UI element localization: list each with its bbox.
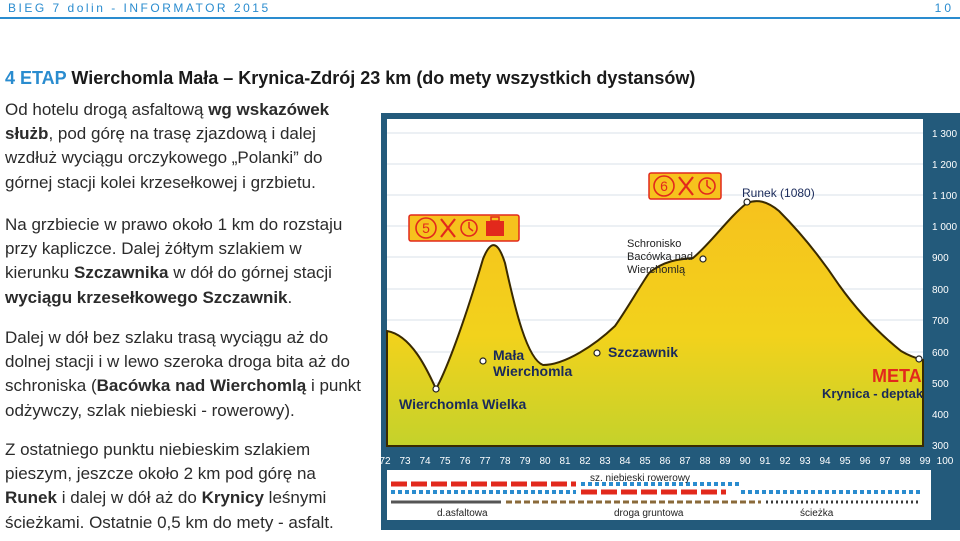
legend-path: ścieżka (800, 508, 834, 519)
elevation-profile: 1 300 1 200 1 100 1 000 900 800 700 600 … (381, 113, 960, 530)
x-tick-90: 90 (739, 456, 751, 467)
food-icon (440, 218, 456, 238)
y-tick-300: 300 (932, 441, 949, 452)
label-krynica-deptak: Krynica - deptak (822, 386, 924, 401)
surface-trail-bars (391, 481, 921, 504)
p4-text-e: leśnymi ścieżkami. Ostatnie 0,5 km do me… (5, 488, 334, 532)
x-tick-85: 85 (639, 456, 651, 467)
x-tick-77: 77 (479, 456, 491, 467)
p3-bold-bacowka: Bacówka nad Wierchomlą (96, 376, 307, 396)
checkpoint-5-number: 5 (422, 220, 430, 236)
clock-icon (698, 177, 716, 195)
label-szczawnik: Szczawnik (608, 344, 678, 360)
header-rule (0, 17, 960, 19)
x-tick-86: 86 (659, 456, 671, 467)
y-tick-1300: 1 300 (932, 129, 957, 140)
paragraph-3: Dalej w dół bez szlaku trasą wyciągu aż … (5, 326, 367, 423)
p2-text-c: w dół do górnej stacji (168, 263, 332, 283)
x-tick-92: 92 (779, 456, 791, 467)
label-wierchomla: Wierchomla (493, 363, 572, 379)
luggage-icon (486, 216, 504, 236)
x-tick-89: 89 (719, 456, 731, 467)
p1-text-c: , pod górę na trasę zjazdową i dalej wzd… (5, 124, 323, 192)
place-labels: Wierchomla Wielka Mała Wierchomla Szczaw… (399, 186, 924, 412)
y-axis-labels: 1 300 1 200 1 100 1 000 900 800 700 600 … (932, 129, 957, 452)
legend-blue-bike-trail: sz. niebieski rowerowy (590, 473, 690, 484)
x-tick-78: 78 (499, 456, 511, 467)
page-header: BIEG 7 dolin - INFORMATOR 2015 10 (0, 0, 960, 18)
legend-asphalt: d.asfaltowa (437, 508, 488, 519)
y-tick-500: 500 (932, 379, 949, 390)
label-runek: Runek (1080) (742, 186, 815, 200)
stage-title: 4 ETAP Wierchomla Mała – Krynica-Zdrój 2… (5, 68, 695, 89)
x-tick-75: 75 (439, 456, 451, 467)
x-tick-82: 82 (579, 456, 591, 467)
p3-text-a: Dalej w dół bez szlaku trasą wyciągu aż … (5, 328, 350, 396)
x-axis-labels: 72 73 74 75 76 77 78 79 80 81 82 83 84 8… (381, 456, 954, 467)
p1-bold: wg wskazówek służb (5, 100, 330, 144)
clock-icon (460, 219, 478, 237)
p2-bold-szczawnika: Szczawnika (73, 263, 169, 283)
elevation-terrain (386, 200, 924, 447)
x-tick-99: 99 (919, 456, 931, 467)
x-tick-94: 94 (819, 456, 831, 467)
label-mala: Mała (493, 347, 524, 363)
food-icon (678, 176, 694, 196)
x-tick-96: 96 (859, 456, 871, 467)
x-tick-88: 88 (699, 456, 711, 467)
checkpoint-5: 5 (408, 214, 520, 242)
x-tick-84: 84 (619, 456, 631, 467)
stage-number: 4 ETAP (5, 68, 67, 88)
y-tick-800: 800 (932, 285, 949, 296)
label-meta: META (872, 366, 922, 386)
surface-legend-area (387, 470, 931, 520)
y-tick-1100: 1 100 (932, 191, 957, 202)
x-tick-93: 93 (799, 456, 811, 467)
x-tick-79: 79 (519, 456, 531, 467)
x-tick-100: 100 (937, 456, 954, 467)
p1-text-a: Od hotelu drogą asfaltową (5, 100, 209, 119)
stage-route: Wierchomla Mała – Krynica-Zdrój 23 km (d… (66, 68, 696, 88)
p4-text-c: i dalej w dół aż do (56, 488, 202, 508)
x-tick-81: 81 (559, 456, 571, 467)
x-tick-72: 72 (381, 456, 391, 467)
p4-bold-runek: Runek (5, 488, 57, 508)
label-schronisko: Schronisko (627, 238, 681, 250)
y-tick-400: 400 (932, 410, 949, 421)
legend-dirt-road: droga gruntowa (614, 508, 684, 519)
x-tick-98: 98 (899, 456, 911, 467)
x-tick-83: 83 (599, 456, 611, 467)
x-tick-80: 80 (539, 456, 551, 467)
checkpoint-6-number: 6 (660, 178, 668, 194)
p2-text-a: Na grzbiecie w prawo około 1 km do rozst… (5, 215, 343, 283)
label-wierchomla-schronisko: Wierchomlą (627, 264, 686, 276)
y-tick-1000: 1 000 (932, 222, 957, 233)
header-publication: BIEG 7 dolin - INFORMATOR 2015 (8, 1, 271, 15)
y-tick-900: 900 (932, 253, 949, 264)
x-tick-76: 76 (459, 456, 471, 467)
route-markers (432, 198, 923, 393)
paragraph-1: Od hotelu drogą asfaltową wg wskazówek s… (5, 98, 367, 195)
label-wierchomla-wielka: Wierchomla Wielka (399, 396, 527, 412)
x-tick-95: 95 (839, 456, 851, 467)
paragraph-4: Z ostatniego punktu niebieskim szlakiem … (5, 438, 367, 535)
x-tick-97: 97 (879, 456, 891, 467)
y-tick-600: 600 (932, 348, 949, 359)
y-tick-1200: 1 200 (932, 160, 957, 171)
p2-bold-wyciag: wyciągu krzesełkowego Szczawnik (5, 287, 288, 307)
p2-text-e: . (287, 287, 293, 307)
p4-bold-krynica: Krynicy (201, 488, 264, 508)
label-bacowka: Bacówka nad (627, 251, 693, 263)
paragraph-2: Na grzbiecie w prawo około 1 km do rozst… (5, 213, 367, 310)
p3-text-c: i punkt odżywczy, szlak niebieski - rowe… (5, 376, 362, 420)
page-number: 10 (934, 1, 954, 15)
p4-text-a: Z ostatniego punktu niebieskim szlakiem … (5, 440, 316, 484)
x-tick-74: 74 (419, 456, 431, 467)
x-tick-91: 91 (759, 456, 771, 467)
y-tick-700: 700 (932, 316, 949, 327)
elevation-profile-svg: 1 300 1 200 1 100 1 000 900 800 700 600 … (381, 119, 957, 520)
x-tick-87: 87 (679, 456, 691, 467)
x-tick-73: 73 (399, 456, 411, 467)
checkpoint-6: 6 (648, 172, 722, 200)
